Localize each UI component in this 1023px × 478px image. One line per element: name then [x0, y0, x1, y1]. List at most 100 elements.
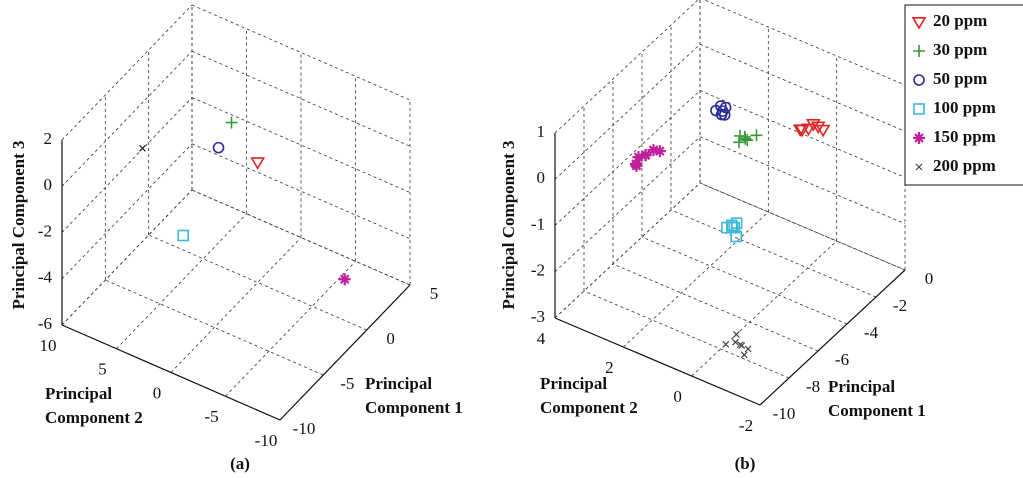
point — [732, 338, 739, 346]
point — [732, 330, 740, 338]
grid-line — [554, 0, 699, 134]
y-tick-label: 0 — [153, 383, 162, 402]
legend-marker — [911, 17, 927, 30]
grid-line — [191, 189, 411, 286]
grid-line — [61, 189, 193, 326]
z-tick-label: -6 — [38, 314, 52, 333]
legend-label: 20 ppm — [933, 11, 987, 30]
z-axis-label: Principal Component 3 — [499, 140, 518, 309]
grid-line — [61, 143, 193, 280]
grid-line — [699, 43, 906, 132]
legend-marker — [915, 163, 923, 171]
grid-line — [116, 213, 247, 350]
point — [741, 134, 754, 147]
grid-line — [191, 50, 411, 147]
point — [750, 129, 763, 142]
point — [177, 229, 190, 242]
x-tick-label: 5 — [430, 284, 439, 303]
z-tick-label: -4 — [38, 268, 53, 287]
x-tick-label: -4 — [864, 323, 879, 342]
legend-label: 50 ppm — [933, 69, 987, 88]
z-axis-label: Principal Component 3 — [9, 140, 28, 309]
grid-line — [61, 97, 193, 233]
x-tick-label: -5 — [340, 374, 354, 393]
legend-marker — [913, 74, 925, 86]
grid-line — [170, 237, 302, 373]
z-tick-label: 0 — [44, 175, 53, 194]
legend-label: 100 ppm — [933, 98, 996, 117]
point — [139, 144, 146, 152]
legend-label: 200 ppm — [933, 156, 996, 175]
x-tick-label: -6 — [835, 350, 849, 369]
point — [639, 149, 652, 162]
grid-line — [641, 236, 848, 325]
y-axis-label: Principal Component 2 — [45, 384, 143, 427]
grid-line — [623, 211, 769, 348]
grid-line — [554, 43, 701, 180]
point — [653, 145, 666, 158]
point — [715, 108, 728, 121]
y-tick-label: 5 — [98, 360, 107, 379]
point — [338, 273, 351, 286]
y-tick-label: 4 — [537, 329, 546, 348]
axis-line — [279, 284, 411, 421]
axis-line — [759, 269, 906, 406]
point — [722, 340, 730, 348]
legend-box — [904, 4, 1023, 186]
x-axis-label: Principal Component 1 — [828, 377, 926, 420]
point — [629, 158, 642, 171]
legend-marker — [913, 103, 925, 115]
z-tick-label: -2 — [531, 261, 545, 280]
y-axis-label: Principal Component 2 — [540, 374, 638, 417]
z-tick-label: -2 — [38, 221, 52, 240]
z-tick-label: 1 — [537, 122, 546, 141]
grid-line — [554, 90, 701, 226]
point — [250, 157, 266, 170]
point — [225, 116, 238, 129]
point — [733, 136, 745, 149]
x-tick-label: -8 — [806, 377, 820, 396]
grid-line — [191, 143, 411, 240]
point — [647, 144, 660, 157]
grid-line — [191, 97, 411, 193]
grid-line — [554, 136, 701, 273]
grid-line — [105, 279, 324, 376]
point — [733, 129, 746, 142]
x-tick-label: 0 — [386, 329, 395, 348]
x-tick-label: 0 — [925, 269, 934, 288]
grid-line — [61, 189, 193, 326]
grid-line — [583, 290, 790, 379]
point — [744, 345, 752, 353]
grid-line — [670, 209, 877, 298]
grid-line — [148, 234, 367, 331]
grid-line — [703, 0, 906, 86]
grid-line — [554, 182, 701, 319]
z-tick-label: -3 — [531, 307, 545, 326]
caption: (a) — [230, 454, 250, 473]
grid-line — [699, 136, 906, 225]
grid-line — [61, 4, 193, 141]
point — [730, 230, 743, 243]
point — [212, 141, 225, 154]
grid-line — [225, 260, 356, 397]
y-tick-label: 2 — [605, 358, 614, 377]
grid-line — [612, 263, 819, 352]
grid-line — [691, 240, 837, 377]
legend-marker — [913, 45, 925, 57]
y-tick-label: 10 — [40, 336, 57, 355]
axis-line — [554, 317, 761, 406]
grid-line — [699, 182, 906, 271]
legend-label: 150 ppm — [933, 127, 996, 146]
point — [738, 342, 746, 350]
y-tick-label: 0 — [673, 387, 682, 406]
legend-label: 30 ppm — [933, 40, 987, 59]
x-tick-label: -2 — [893, 296, 907, 315]
point — [794, 124, 810, 138]
grid-line — [699, 182, 906, 271]
point — [815, 124, 831, 138]
x-tick-label: -10 — [293, 419, 316, 438]
axis-line — [61, 324, 281, 421]
point — [730, 217, 743, 229]
z-tick-label: -1 — [531, 214, 545, 233]
grid-line — [699, 90, 906, 178]
